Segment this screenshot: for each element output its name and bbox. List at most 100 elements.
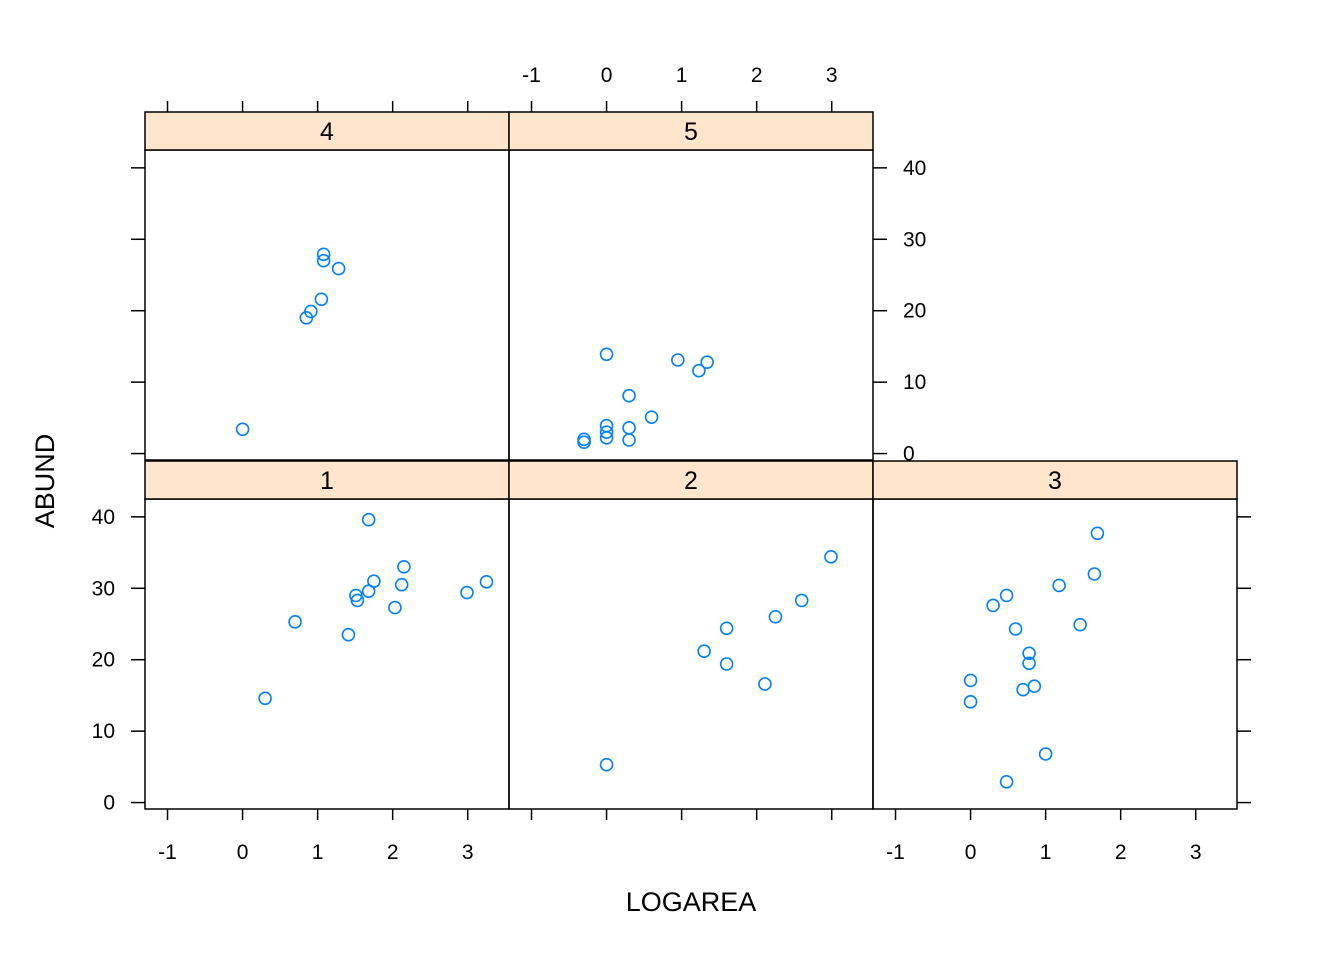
y-tick-label: 10: [903, 371, 926, 394]
data-point: [644, 410, 659, 424]
data-point: [350, 593, 365, 608]
y-tick-label: 0: [903, 443, 915, 466]
y-tick-label: 30: [903, 228, 926, 251]
panel-3: 3: [872, 460, 1238, 810]
y-tick-label: 20: [92, 649, 115, 672]
data-point: [692, 363, 706, 378]
data-point: [361, 512, 376, 527]
x-tick-label: 0: [601, 64, 613, 87]
data-point: [331, 261, 346, 276]
data-point: [599, 425, 614, 439]
panel-4: 4: [144, 111, 510, 461]
data-point: [577, 432, 591, 447]
data-point: [1027, 679, 1042, 693]
y-tick-label: 40: [903, 157, 926, 180]
strip: [144, 460, 510, 500]
data-point: [768, 610, 783, 624]
data-point: [577, 435, 591, 449]
x-tick-label: -1: [522, 64, 541, 87]
panel-frame: [872, 498, 1238, 810]
data-point: [288, 615, 302, 629]
data-point: [599, 347, 614, 362]
data-point: [794, 593, 809, 608]
strip-label: 2: [684, 467, 698, 495]
x-axis-title: LOGAREA: [626, 887, 757, 917]
data-point: [397, 560, 411, 574]
data-point: [700, 355, 714, 369]
data-point: [367, 574, 381, 588]
x-tick-label: 1: [676, 64, 688, 87]
x-tick-label: 2: [751, 64, 763, 87]
data-point: [986, 598, 1000, 613]
data-point: [1022, 646, 1036, 661]
x-tick-label: 3: [1190, 841, 1202, 864]
x-tick-label: 2: [1115, 841, 1127, 864]
data-point: [1090, 526, 1105, 541]
data-point: [235, 422, 250, 437]
panel-frame: [508, 149, 874, 461]
data-point: [1038, 747, 1053, 761]
y-tick-label: 30: [92, 577, 115, 600]
data-point: [599, 757, 614, 772]
y-tick-label: 10: [92, 720, 115, 743]
strip-label: 3: [1048, 467, 1062, 495]
data-point: [314, 292, 329, 307]
data-point: [719, 657, 734, 671]
panel-frame: [144, 149, 510, 461]
x-tick-label: 1: [1040, 841, 1052, 864]
x-tick-label: -1: [886, 841, 905, 864]
strip: [872, 460, 1238, 500]
panel-frame: [508, 498, 874, 810]
data-point: [599, 431, 614, 445]
data-point: [1022, 656, 1036, 671]
x-tick-label: 1: [312, 841, 324, 864]
data-point: [394, 577, 409, 592]
y-tick-label: 0: [103, 792, 115, 815]
x-tick-label: 2: [387, 841, 399, 864]
data-point: [671, 353, 685, 367]
data-point: [697, 644, 711, 658]
data-point: [719, 621, 734, 636]
data-point: [758, 677, 772, 691]
data-point: [1073, 617, 1087, 632]
data-point: [1052, 578, 1066, 593]
data-point: [622, 433, 636, 447]
data-point: [479, 575, 494, 589]
data-point: [460, 585, 474, 600]
y-tick-label: 40: [92, 506, 115, 529]
data-point: [963, 695, 978, 709]
x-tick-label: 3: [826, 64, 838, 87]
strip-label: 4: [320, 118, 334, 146]
strip-label: 1: [320, 467, 334, 495]
strip: [508, 460, 874, 500]
y-tick-label: 20: [903, 300, 926, 323]
x-tick-label: 0: [237, 841, 249, 864]
panels-layer: 1 2 3 4 5: [144, 111, 1238, 810]
data-point: [999, 588, 1014, 603]
panel-1: 1: [144, 460, 510, 810]
data-point: [824, 550, 838, 564]
data-point: [388, 600, 402, 615]
data-point: [622, 388, 636, 403]
panel-2: 2: [508, 460, 874, 810]
panel-frame: [144, 498, 510, 810]
data-point: [1087, 567, 1102, 581]
strip: [508, 111, 874, 151]
strip-label: 5: [684, 118, 698, 146]
data-point: [316, 253, 331, 268]
x-tick-label: -1: [158, 841, 177, 864]
data-point: [1008, 622, 1023, 636]
data-point: [963, 673, 978, 688]
data-point: [258, 691, 272, 706]
panel-5: 5: [508, 111, 874, 461]
data-point: [316, 247, 331, 262]
data-point: [999, 775, 1014, 789]
data-point: [304, 304, 318, 319]
x-tick-label: 0: [965, 841, 977, 864]
data-point: [341, 627, 356, 642]
y-axis-title: ABUND: [30, 434, 60, 529]
data-point: [622, 421, 636, 435]
data-point: [1016, 682, 1030, 697]
